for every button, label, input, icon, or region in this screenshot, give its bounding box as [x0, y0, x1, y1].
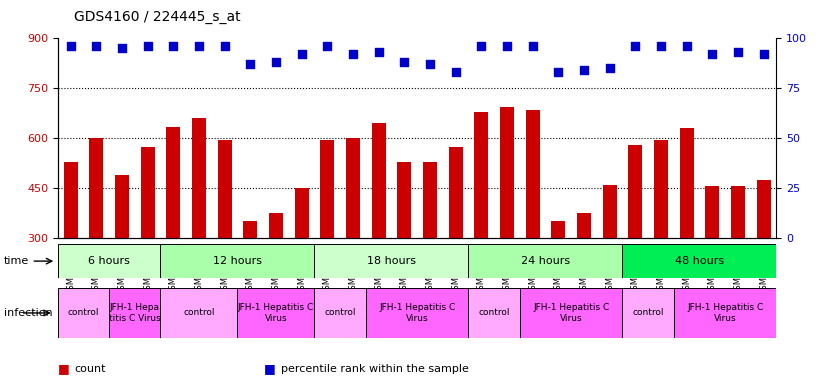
Bar	[623, 244, 776, 278]
Bar	[320, 140, 335, 238]
Bar	[468, 288, 520, 338]
Point	[346, 51, 359, 58]
Text: control: control	[183, 308, 215, 318]
Text: 6 hours: 6 hours	[88, 256, 130, 266]
Bar	[295, 188, 309, 238]
Text: JFH-1 Hepatitis C
Virus: JFH-1 Hepatitis C Virus	[687, 303, 763, 323]
Text: control: control	[325, 308, 356, 318]
Bar	[58, 244, 160, 278]
Text: control: control	[633, 308, 664, 318]
Point	[757, 51, 770, 58]
Text: ■: ■	[58, 362, 69, 375]
Text: time: time	[4, 256, 30, 266]
Point	[475, 43, 488, 50]
Bar	[602, 185, 617, 238]
Bar	[468, 244, 623, 278]
Point	[526, 43, 539, 50]
Point	[424, 61, 437, 68]
Text: GDS4160 / 224445_s_at: GDS4160 / 224445_s_at	[74, 10, 241, 23]
Text: infection: infection	[4, 308, 53, 318]
Bar	[89, 138, 103, 238]
Bar	[58, 288, 109, 338]
Bar	[525, 110, 539, 238]
Text: 24 hours: 24 hours	[521, 256, 570, 266]
Text: JFH-1 Hepatitis C
Virus: JFH-1 Hepatitis C Virus	[379, 303, 455, 323]
Bar	[674, 288, 776, 338]
Bar	[629, 145, 643, 238]
Point	[603, 65, 616, 71]
Bar	[577, 213, 591, 238]
Text: 12 hours: 12 hours	[213, 256, 262, 266]
Bar	[731, 187, 745, 238]
Text: control: control	[68, 308, 99, 318]
Bar	[372, 123, 386, 238]
Text: JFH-1 Hepatitis C
Virus: JFH-1 Hepatitis C Virus	[238, 303, 314, 323]
Bar	[366, 288, 468, 338]
Point	[218, 43, 231, 50]
Point	[501, 43, 514, 50]
Point	[295, 51, 308, 58]
Text: JFH-1 Hepa
titis C Virus: JFH-1 Hepa titis C Virus	[109, 303, 161, 323]
Bar	[243, 222, 258, 238]
Bar	[474, 112, 488, 238]
Bar	[500, 107, 514, 238]
Point	[449, 69, 463, 75]
Bar	[192, 118, 206, 238]
Bar	[757, 180, 771, 238]
Point	[269, 59, 282, 65]
Point	[244, 61, 257, 68]
Bar	[346, 138, 360, 238]
Point	[397, 59, 411, 65]
Point	[192, 43, 206, 50]
Bar	[140, 147, 154, 238]
Bar	[315, 288, 366, 338]
Bar	[623, 288, 674, 338]
Bar	[423, 162, 437, 238]
Text: count: count	[74, 364, 106, 374]
Bar	[397, 162, 411, 238]
Point	[552, 69, 565, 75]
Bar	[449, 147, 463, 238]
Text: control: control	[478, 308, 510, 318]
Bar	[269, 213, 283, 238]
Text: JFH-1 Hepatitis C
Virus: JFH-1 Hepatitis C Virus	[533, 303, 610, 323]
Point	[167, 43, 180, 50]
Point	[372, 49, 385, 55]
Bar	[160, 288, 238, 338]
Point	[680, 43, 693, 50]
Bar	[551, 222, 565, 238]
Point	[116, 45, 129, 51]
Point	[705, 51, 719, 58]
Bar	[315, 244, 468, 278]
Bar	[64, 162, 78, 238]
Bar	[160, 244, 315, 278]
Point	[141, 43, 154, 50]
Bar	[115, 175, 129, 238]
Point	[629, 43, 642, 50]
Bar	[217, 140, 232, 238]
Point	[577, 67, 591, 73]
Bar	[680, 128, 694, 238]
Bar	[238, 288, 315, 338]
Bar	[109, 288, 160, 338]
Text: 18 hours: 18 hours	[367, 256, 416, 266]
Bar	[166, 127, 180, 238]
Text: 48 hours: 48 hours	[675, 256, 724, 266]
Bar	[705, 187, 719, 238]
Point	[320, 43, 334, 50]
Bar	[654, 140, 668, 238]
Point	[654, 43, 667, 50]
Point	[731, 49, 744, 55]
Text: ■: ■	[264, 362, 276, 375]
Point	[90, 43, 103, 50]
Point	[64, 43, 78, 50]
Text: percentile rank within the sample: percentile rank within the sample	[281, 364, 468, 374]
Bar	[520, 288, 623, 338]
